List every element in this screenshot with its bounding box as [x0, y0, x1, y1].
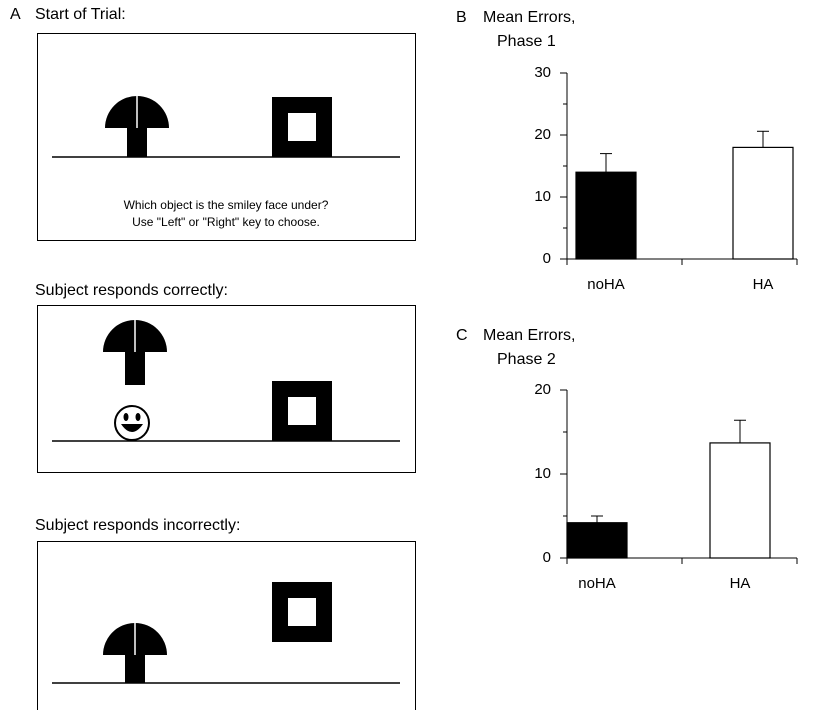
- panel-title: Subject responds incorrectly:: [35, 517, 240, 534]
- bar: [733, 147, 793, 259]
- bar: [576, 172, 636, 259]
- y-tick-label: 0: [543, 250, 551, 267]
- y-tick-label: 10: [534, 465, 551, 482]
- square: [272, 582, 332, 642]
- bar: [710, 443, 770, 558]
- square: [272, 97, 332, 157]
- x-tick-label: HA: [753, 276, 774, 293]
- panel-label: A: [10, 6, 21, 23]
- chart-title: Phase 1: [497, 33, 556, 50]
- instruction-text: Use "Left" or "Right" key to choose.: [132, 215, 320, 229]
- panel-label: C: [456, 327, 468, 344]
- chart-title: Phase 2: [497, 351, 556, 368]
- y-tick-label: 20: [534, 381, 551, 398]
- x-tick-label: HA: [730, 575, 751, 592]
- y-tick-label: 10: [534, 188, 551, 205]
- question-text: Which object is the smiley face under?: [124, 198, 329, 212]
- y-tick-label: 30: [534, 64, 551, 81]
- panel-label: B: [456, 9, 467, 26]
- trial-box: [38, 542, 416, 710]
- y-tick-label: 20: [534, 126, 551, 143]
- figure: A Start of Trial: Which object is the sm…: [0, 0, 817, 710]
- y-tick-label: 0: [543, 549, 551, 566]
- mushroom: [103, 623, 167, 683]
- square: [272, 381, 332, 441]
- chart-title: Mean Errors,: [483, 9, 575, 26]
- smiley: [115, 406, 149, 440]
- trial-box: [38, 306, 416, 473]
- panel-title: Start of Trial:: [35, 6, 126, 23]
- mushroom: [105, 96, 169, 157]
- x-tick-label: noHA: [578, 575, 616, 592]
- chart-title: Mean Errors,: [483, 327, 575, 344]
- bar: [567, 523, 627, 558]
- mushroom: [103, 320, 167, 385]
- panel-title: Subject responds correctly:: [35, 282, 228, 299]
- x-tick-label: noHA: [587, 276, 625, 293]
